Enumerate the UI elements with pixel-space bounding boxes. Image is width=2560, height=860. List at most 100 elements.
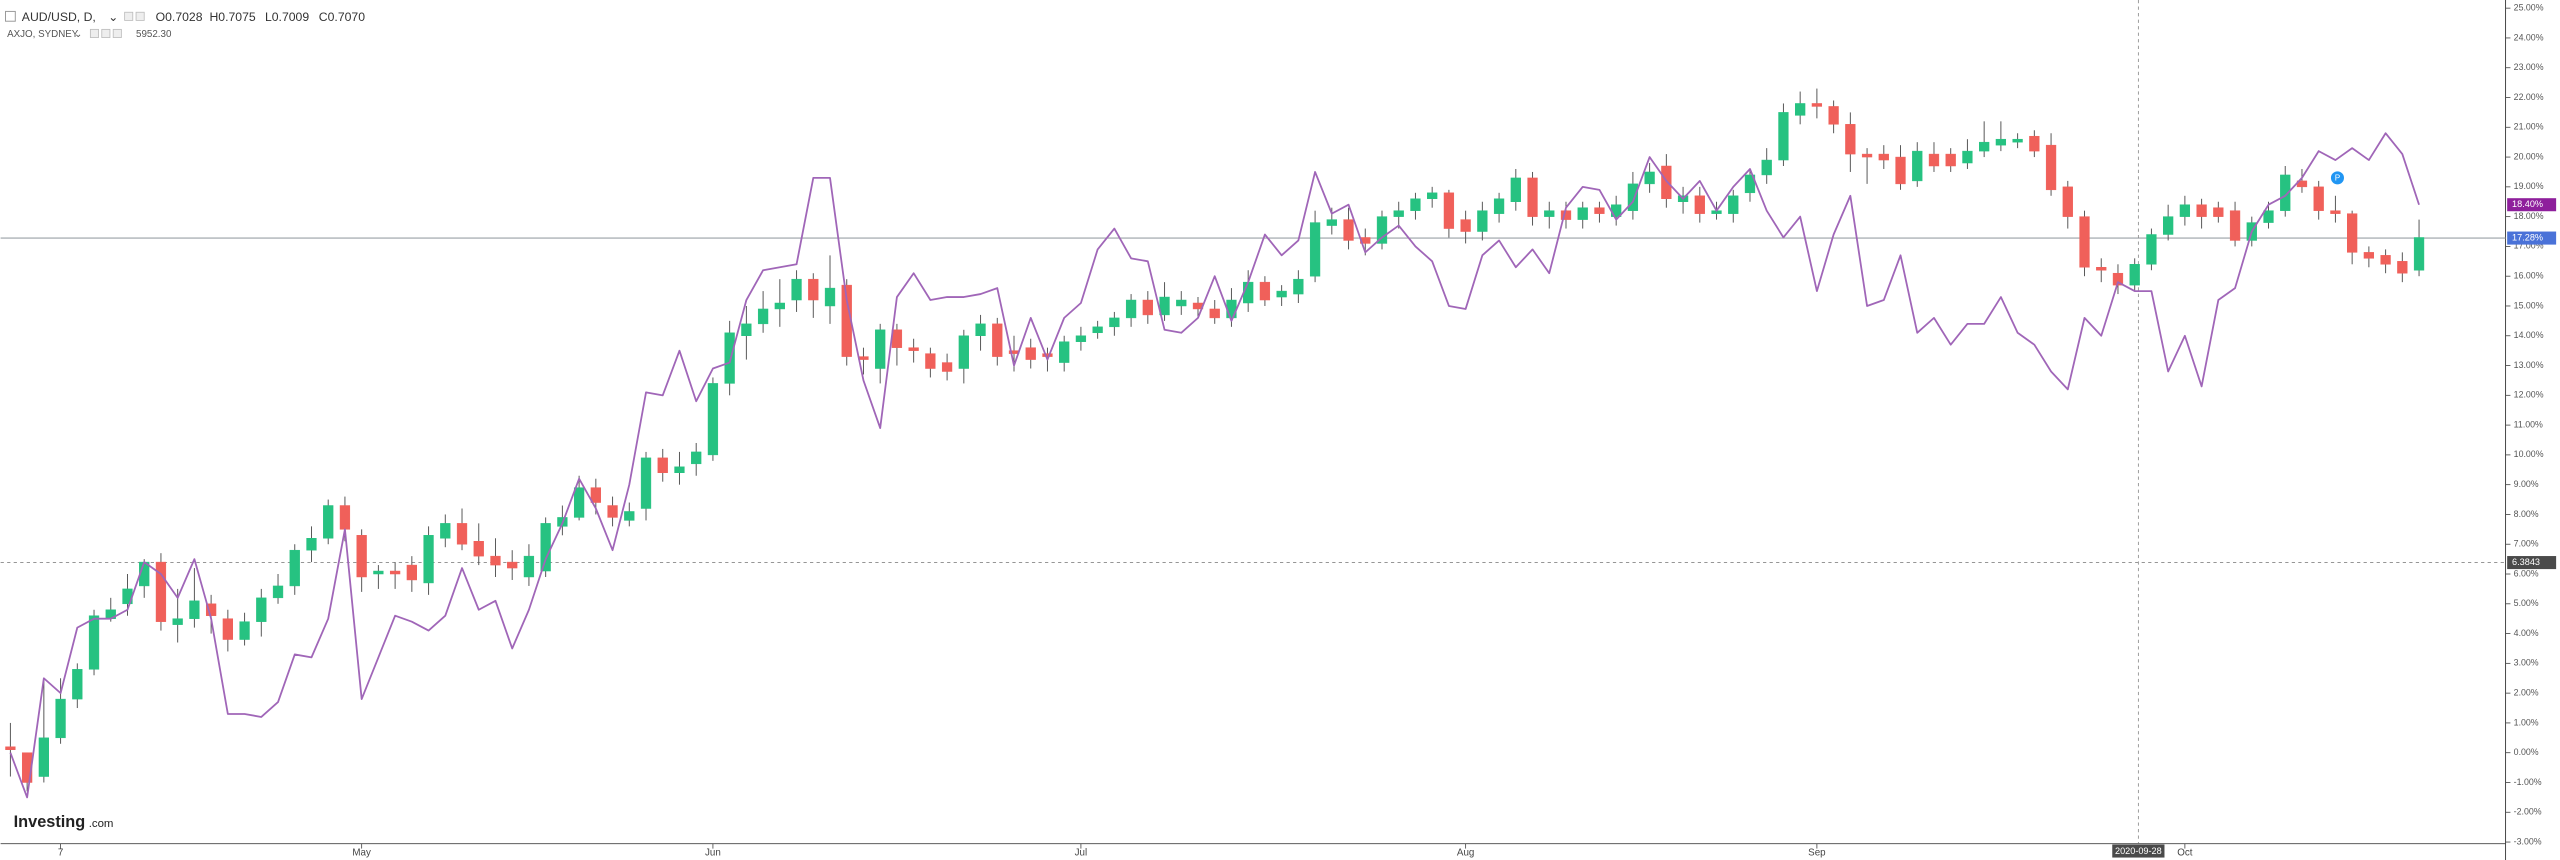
candle-body	[1627, 183, 1639, 211]
candle-body	[1477, 210, 1488, 232]
candle-body	[55, 698, 66, 739]
candle-body	[339, 505, 351, 530]
overlay-value: 5952.30	[136, 29, 172, 40]
candle-body	[1761, 159, 1772, 176]
crosshair-date: 2020-09-28	[2115, 846, 2162, 856]
x-tick-label: 7	[58, 847, 63, 858]
candle-body	[1644, 171, 1655, 185]
candle-body	[691, 451, 702, 465]
candle-body	[2280, 174, 2291, 211]
candle-body	[941, 362, 953, 372]
candle-body	[2062, 186, 2073, 217]
candle-body	[1443, 192, 1455, 229]
candle-body	[423, 535, 434, 584]
close-icon[interactable]	[135, 11, 145, 21]
candle-body	[1109, 317, 1120, 328]
candle-body	[2146, 234, 2157, 265]
candle-body	[1928, 153, 1940, 167]
collapse-icon[interactable]	[5, 10, 16, 22]
candle-body	[707, 383, 719, 456]
candle-body	[2380, 255, 2391, 265]
settings-icon[interactable]	[124, 11, 134, 21]
candle-body	[2413, 237, 2425, 271]
candle-body	[2079, 216, 2090, 268]
candle-body	[1176, 299, 1187, 307]
candle-body	[239, 621, 250, 640]
candle-body	[774, 302, 785, 310]
ohlc-open: O0.7028	[156, 10, 203, 24]
candle-body	[306, 538, 317, 551]
overlay-icon[interactable]	[89, 28, 99, 38]
candle-body	[72, 669, 83, 700]
candle-body	[356, 535, 367, 578]
candle-body	[1259, 281, 1271, 301]
crosshair-date-bg	[2112, 844, 2165, 858]
candles	[5, 88, 2425, 792]
candle-body	[1694, 195, 1705, 214]
y-tick-label: 10.00%	[2514, 449, 2544, 459]
x-tick-label: Aug	[1457, 847, 1474, 858]
overlay-icon[interactable]	[101, 28, 111, 38]
price-line-tag: 17.28%	[2512, 232, 2543, 242]
candle-body	[791, 278, 802, 301]
candle-body	[590, 487, 601, 503]
dropdown-icon[interactable]: ⌄	[108, 10, 118, 24]
candle-body	[1025, 347, 1036, 360]
candle-body	[1995, 138, 2007, 146]
candle-body	[1460, 219, 1471, 232]
candle-body	[38, 737, 49, 777]
y-tick-label: 11.00%	[2514, 419, 2543, 429]
y-tick-label: 21.00%	[2514, 122, 2544, 132]
candle-body	[473, 541, 484, 557]
candle-body	[1142, 299, 1153, 316]
y-tick-label: 1.00%	[2514, 717, 2539, 727]
candle-body	[1393, 210, 1404, 217]
y-tick-label: -1.00%	[2514, 777, 2542, 787]
overlay-icon[interactable]	[112, 28, 122, 38]
candle-body	[1744, 174, 1756, 194]
candle-body	[2129, 264, 2140, 286]
candle-body	[875, 329, 886, 369]
y-tick-label: 18.00%	[2514, 211, 2544, 221]
header: AUD/USD, D, ⌄ O0.7028 H0.7075 L0.7009 C0…	[5, 10, 365, 40]
candle-body	[2347, 213, 2358, 253]
candle-body	[1293, 278, 1304, 295]
candle-body	[1059, 341, 1070, 363]
candle-body	[1728, 195, 1739, 214]
ohlc-close: C0.7070	[319, 10, 365, 24]
y-tick-label: 4.00%	[2514, 628, 2539, 638]
candle-body	[2163, 216, 2174, 235]
candle-body	[540, 523, 551, 572]
candle-body	[507, 561, 518, 569]
candle-body	[1912, 150, 1923, 182]
y-tick-label: 2.00%	[2514, 687, 2539, 697]
y-tick-label: 25.00%	[2514, 2, 2544, 12]
candle-body	[891, 329, 903, 348]
candle-body	[1125, 299, 1137, 319]
y-tick-label: 3.00%	[2514, 658, 2539, 668]
candle-body	[490, 555, 501, 566]
candle-body	[1594, 207, 1605, 214]
y-tick-label: 13.00%	[2514, 360, 2544, 370]
x-tick-label: Oct	[2177, 847, 2192, 858]
y-tick-label: 24.00%	[2514, 32, 2544, 42]
candle-body	[1209, 308, 1220, 319]
candle-body	[2229, 210, 2241, 241]
y-tick-label: 8.00%	[2514, 509, 2539, 519]
candle-body	[272, 585, 284, 599]
y-tick-label: 15.00%	[2514, 300, 2544, 310]
candle-body	[1895, 156, 1906, 185]
y-tick-label: 19.00%	[2514, 181, 2544, 191]
y-tick-label: -2.00%	[2514, 807, 2542, 817]
candle-body	[88, 615, 100, 670]
candle-body	[640, 457, 652, 509]
candle-body	[2045, 144, 2057, 191]
candle-body	[323, 505, 334, 539]
candle-body	[2397, 261, 2408, 274]
overlay-dropdown[interactable]: ⌄	[74, 29, 82, 40]
candle-body	[674, 466, 685, 473]
candle-body	[1427, 192, 1438, 200]
y-tick-label: 23.00%	[2514, 62, 2544, 72]
y-tick-label: 20.00%	[2514, 151, 2544, 161]
